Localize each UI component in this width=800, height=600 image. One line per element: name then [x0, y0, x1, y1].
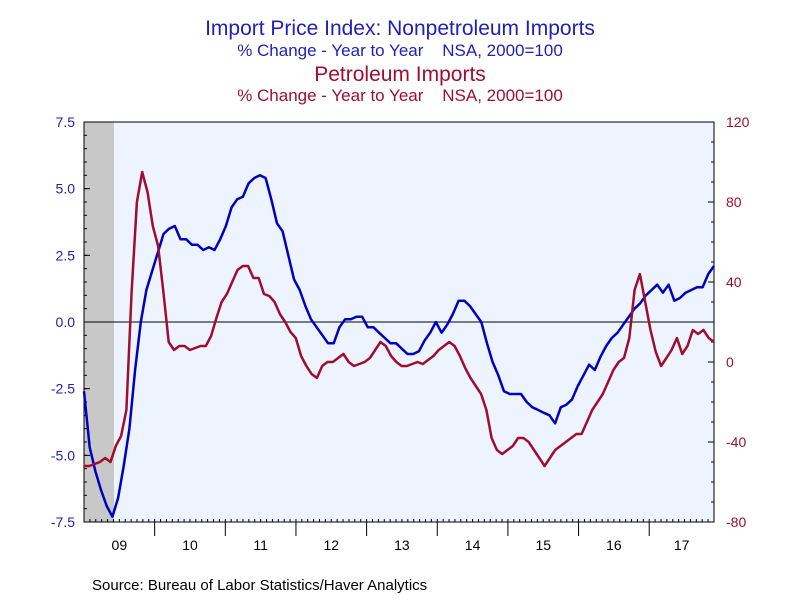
- y-left-tick-label: 7.5: [56, 114, 76, 130]
- y-right-tick-label: -40: [726, 434, 746, 450]
- chart-title-2: Petroleum Imports: [314, 63, 486, 86]
- x-tick-label: 17: [674, 537, 690, 553]
- series-line-petroleum: [84, 170, 715, 468]
- x-tick-label: 10: [182, 537, 198, 553]
- y-right-tick-label: 80: [726, 194, 742, 210]
- y-left-tick-label: -5.0: [51, 447, 75, 463]
- chart-subtitle-2: % Change - Year to Year NSA, 2000=100: [237, 86, 563, 105]
- y-right-tick-label: 0: [726, 354, 734, 370]
- y-left-tick-label: -7.5: [51, 514, 75, 530]
- x-tick-label: 12: [323, 537, 339, 553]
- x-tick-label: 09: [112, 537, 128, 553]
- y-right-tick-label: 40: [726, 274, 742, 290]
- x-tick-label: 13: [394, 537, 410, 553]
- source-note: Source: Bureau of Labor Statistics/Haver…: [92, 577, 428, 594]
- chart-title: Import Price Index: Nonpetroleum Imports: [205, 17, 595, 40]
- y-left-tick-label: 0.0: [56, 314, 76, 330]
- y-left-tick-label: 2.5: [56, 247, 76, 263]
- x-tick-label: 11: [253, 537, 268, 553]
- x-tick-label: 14: [465, 537, 481, 553]
- y-left-tick-label: -2.5: [51, 381, 75, 397]
- y-right-tick-label: -80: [726, 514, 746, 530]
- y-right-tick-label: 120: [726, 114, 750, 130]
- series-line-nonpetroleum: [82, 174, 716, 518]
- chart-subtitle: % Change - Year to Year NSA, 2000=100: [237, 41, 563, 60]
- x-tick-label: 16: [606, 537, 622, 553]
- y-left-tick-label: 5.0: [56, 181, 76, 197]
- x-tick-label: 15: [535, 537, 551, 553]
